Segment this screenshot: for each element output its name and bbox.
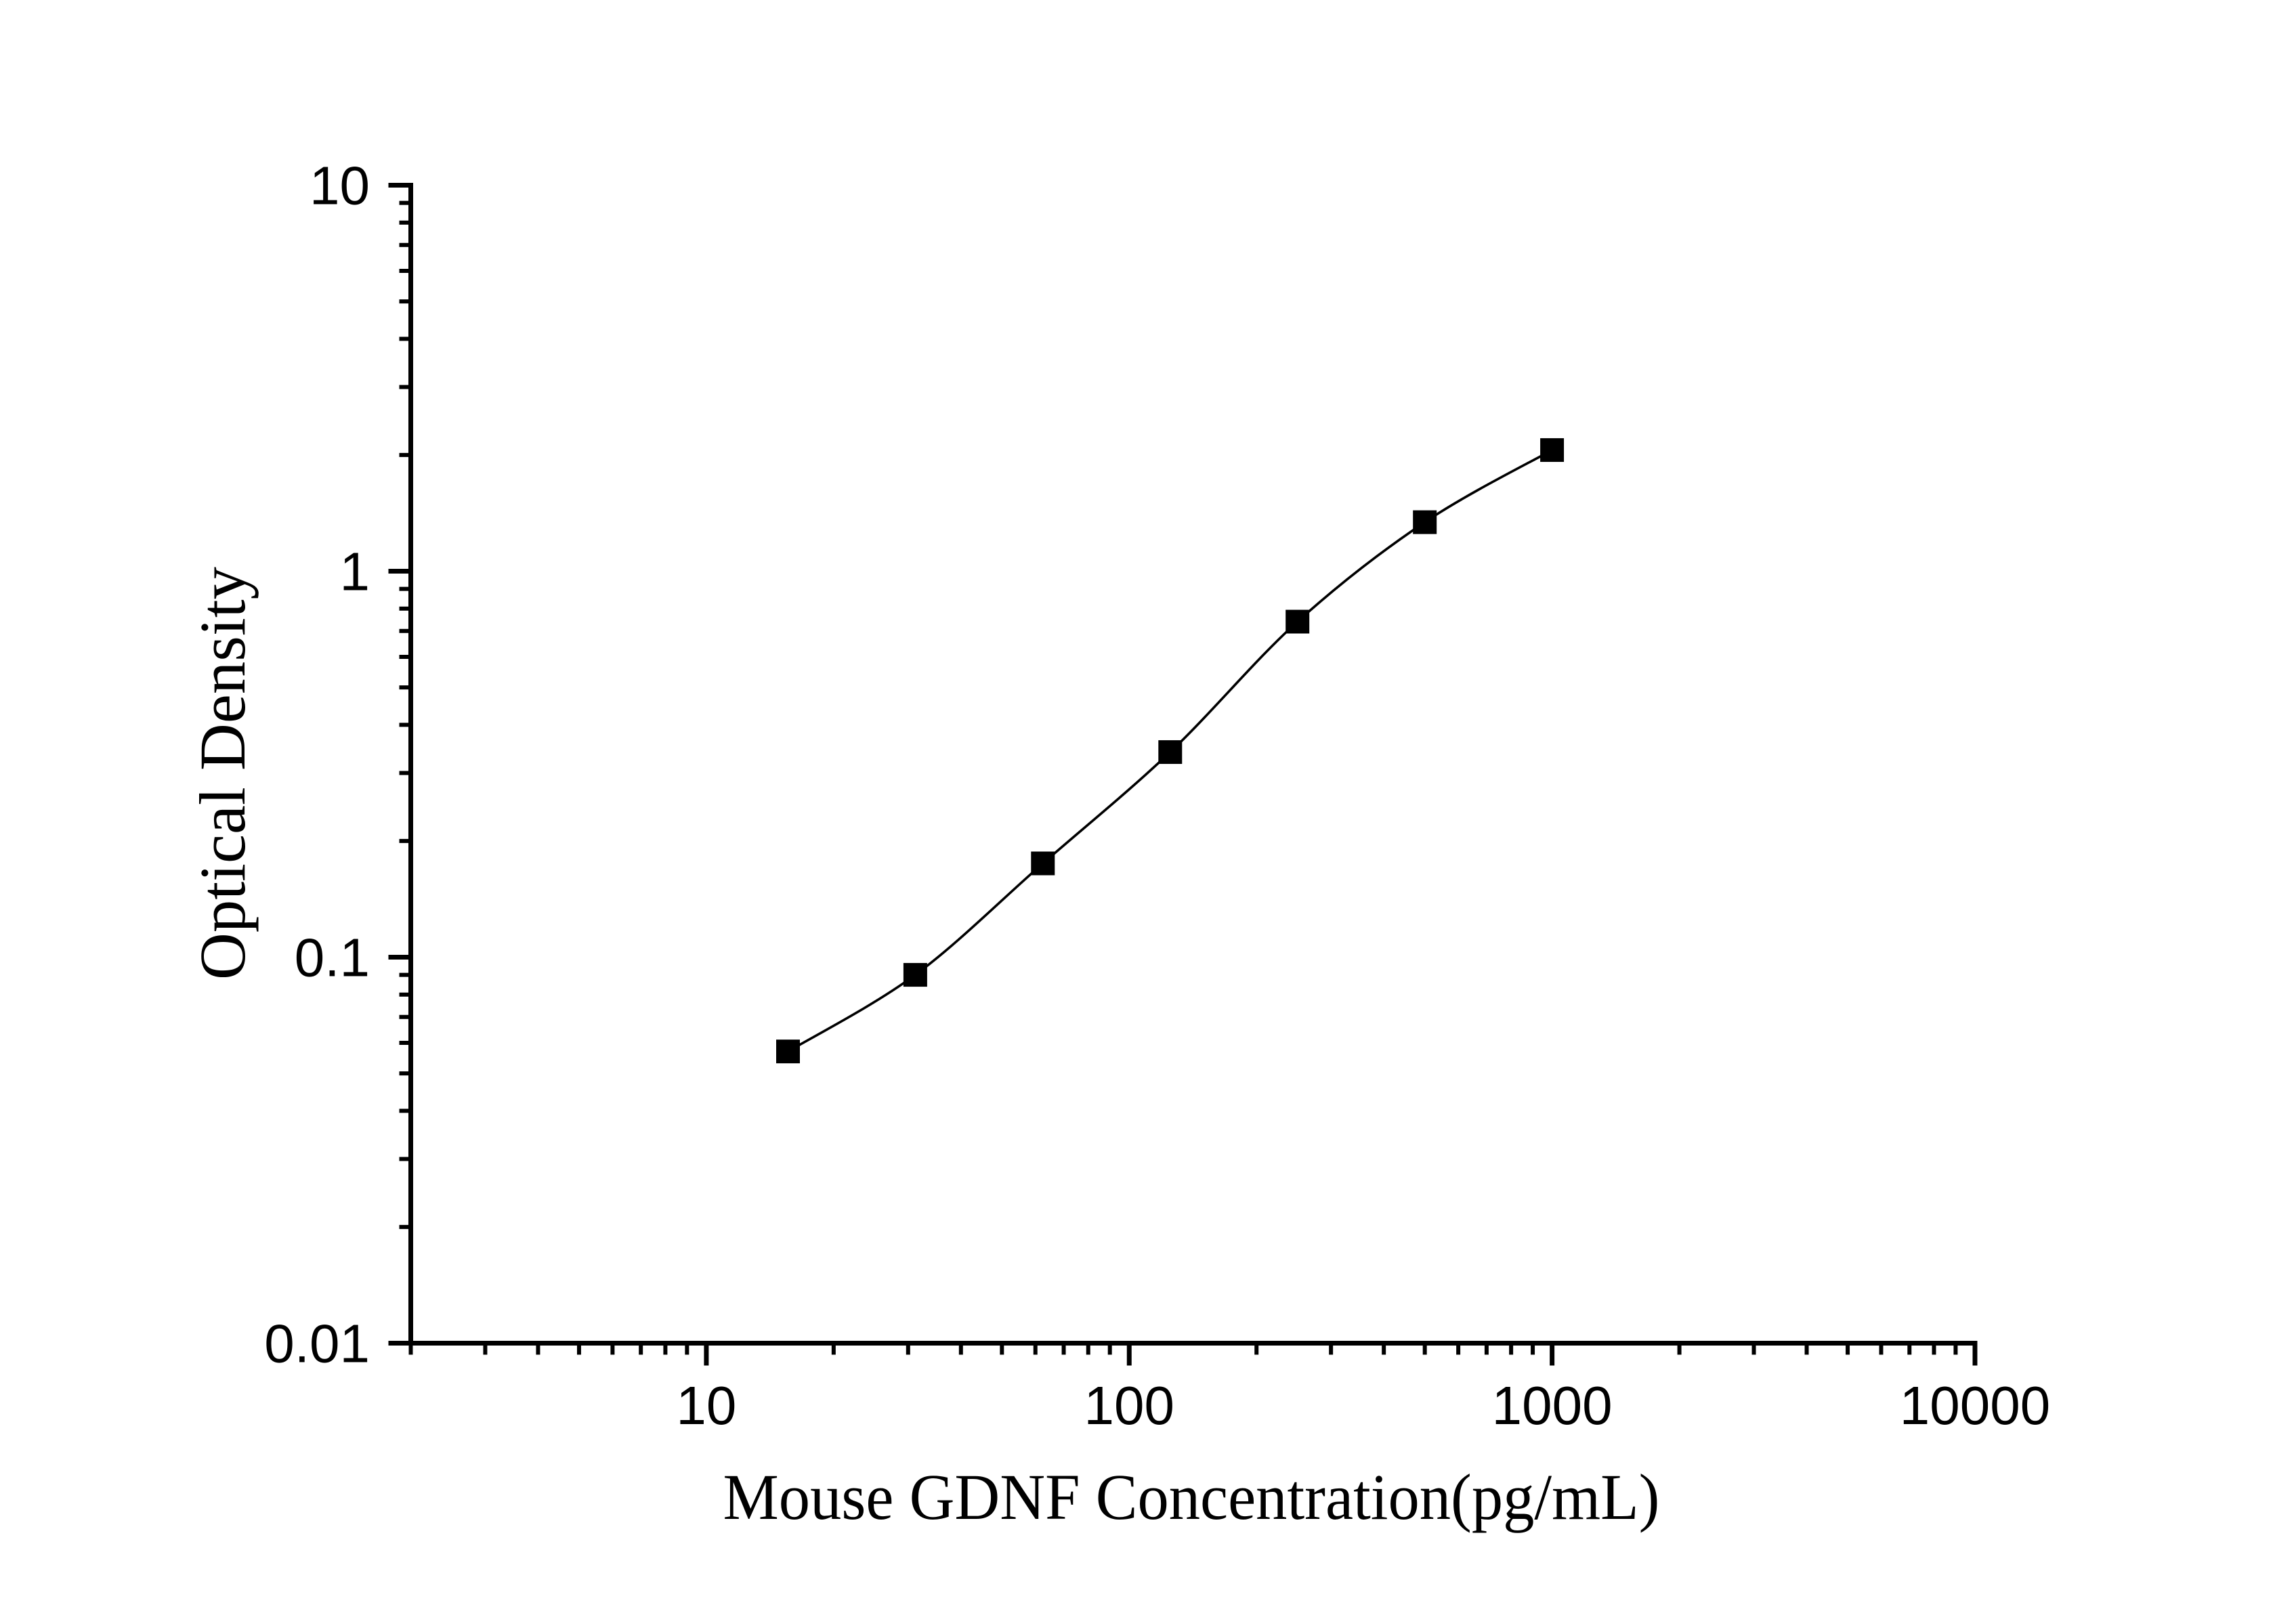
x-axis-title: Mouse GDNF Concentration(pg/mL) xyxy=(723,1461,1660,1533)
data-point-marker xyxy=(1285,609,1310,634)
x-tick-label: 10 xyxy=(676,1375,736,1436)
data-point-marker xyxy=(1158,740,1183,765)
x-tick-label: 10000 xyxy=(1900,1375,2050,1436)
y-tick-label: 10 xyxy=(310,156,370,216)
plot-axes xyxy=(388,183,1978,1366)
plot-tick-labels: 10 100 1000 10000 0.01 0.1 1 10 xyxy=(264,156,2050,1436)
x-tick-label: 100 xyxy=(1084,1375,1174,1436)
axis-spines xyxy=(408,183,1978,1346)
y-tick-label: 0.01 xyxy=(264,1314,370,1374)
x-tick-label: 1000 xyxy=(1492,1375,1613,1436)
data-point-marker xyxy=(1031,851,1055,876)
y-tick-label: 1 xyxy=(340,542,370,602)
y-axis-title: Optical Density xyxy=(186,567,259,980)
data-point-marker xyxy=(776,1039,800,1064)
data-point-marker xyxy=(1413,510,1437,534)
y-tick-label: 0.1 xyxy=(295,928,370,988)
plot-series xyxy=(776,438,1565,1064)
data-point-marker xyxy=(1540,438,1565,463)
data-point-marker xyxy=(903,963,927,987)
